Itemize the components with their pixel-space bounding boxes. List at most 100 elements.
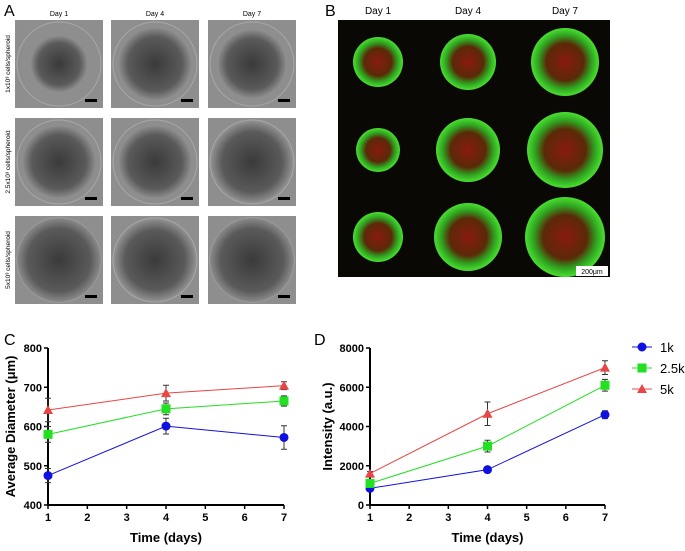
data-point-5k (161, 388, 171, 398)
data-point-5k (365, 468, 375, 478)
column-label-a: Day 4 (146, 11, 164, 18)
data-point-5k (279, 380, 289, 390)
panel-c-label: C (4, 332, 16, 349)
scale-bar (278, 295, 290, 298)
column-label-b: Day 1 (365, 6, 392, 17)
fluorescent-spheroid (434, 203, 502, 271)
data-point-5k (482, 408, 493, 418)
scale-bar (278, 99, 290, 102)
fluorescent-spheroid (525, 197, 605, 277)
x-tick-label: 4 (484, 512, 491, 524)
scale-bar (85, 295, 97, 298)
y-tick-label: 6000 (340, 382, 364, 394)
fluorescent-spheroid (353, 212, 403, 262)
chart-c: 400 500 600 700 800 1 2 3 4 5 6 7 Time (days) Average… (3, 343, 289, 545)
panel-a-micrographs: Day 1 Day 4 Day 7 1x10³ cells/spheroid 2.5x1… (5, 11, 296, 304)
well-outline (112, 21, 198, 107)
data-point-2.5k (600, 380, 610, 390)
spheroid (218, 30, 286, 98)
scale-bar-label: 200μm (581, 269, 603, 276)
legend-label: 2.5k (660, 361, 685, 376)
scale-bar-box (576, 266, 608, 276)
well-outline (209, 119, 295, 205)
spheroid (210, 218, 294, 302)
panel-b-fluorescence: Day 1 Day 4 Day 7 (353, 6, 605, 277)
data-point-1k (161, 421, 171, 431)
well-outline (16, 119, 102, 205)
y-tick-label: 400 (24, 500, 42, 512)
x-tick-label: 5 (524, 512, 530, 524)
y-tick-label: 4000 (340, 422, 364, 434)
x-tick-label: 1 (367, 512, 373, 524)
x-tick-label: 3 (124, 512, 130, 524)
well-outline (16, 21, 102, 107)
spheroid (119, 126, 191, 198)
x-tick-label: 7 (281, 512, 287, 524)
spheroid (119, 28, 191, 100)
scale-bar (278, 197, 290, 200)
scale-bar (181, 295, 193, 298)
x-axis-label: Time (days) (130, 530, 202, 545)
scale-bar (181, 99, 193, 102)
fluorescent-spheroid (356, 128, 400, 172)
data-point-1k (43, 471, 53, 481)
y-tick-label: 800 (24, 343, 42, 355)
scale-bar (85, 197, 97, 200)
fluorescent-spheroid (527, 112, 603, 188)
data-point-2.5k (161, 404, 171, 414)
x-tick-label: 5 (202, 512, 208, 524)
data-point-1k (279, 432, 289, 442)
x-tick-label: 6 (242, 512, 248, 524)
spheroid (17, 218, 101, 302)
fluorescent-spheroid (531, 28, 599, 96)
well-outline (112, 119, 198, 205)
data-point-5k (43, 405, 53, 415)
row-label-a: 1x10³ cells/spheroid (5, 35, 12, 93)
legend-label: 5k (660, 382, 674, 397)
data-point-2.5k (279, 396, 289, 406)
data-point-5k (600, 362, 610, 372)
scale-bar (85, 99, 97, 102)
panel-a-label: A (4, 3, 15, 20)
x-tick-label: 3 (445, 512, 451, 524)
data-point-2.5k (43, 429, 53, 439)
scale-bar (181, 197, 193, 200)
y-tick-label: 8000 (340, 343, 364, 355)
data-point-1k (483, 465, 492, 475)
y-axis-label: Intensity (a.u.) (320, 382, 335, 470)
y-tick-label: 700 (24, 382, 42, 394)
y-tick-label: 2000 (340, 461, 364, 473)
row-label-a: 2.5x10³ cells/spheroid (5, 130, 12, 194)
data-point-1k (600, 410, 610, 420)
x-tick-label: 4 (163, 512, 170, 524)
y-tick-label: 500 (24, 461, 42, 473)
x-axis-label: Time (days) (451, 530, 523, 545)
legend-marker-1k (637, 342, 647, 352)
fluorescent-spheroid (353, 37, 403, 87)
legend-marker-2.5k (637, 363, 647, 373)
spheroid (31, 36, 87, 92)
row-label-a: 5x10³ cells/spheroid (5, 231, 12, 289)
chart-d: 0 2000 4000 6000 8000 1 2 3 4 5 6 7 Time (days) Inten… (320, 340, 685, 545)
data-point-2.5k (365, 478, 375, 488)
y-tick-label: 0 (358, 500, 364, 512)
data-point-2.5k (483, 441, 492, 451)
x-tick-label: 6 (563, 512, 569, 524)
well-outline (209, 21, 295, 107)
legend-label: 1k (660, 340, 674, 355)
legend-marker-5k (637, 384, 647, 393)
fluorescent-spheroid (440, 34, 496, 90)
x-tick-label: 1 (45, 512, 51, 524)
panel-b-label: B (325, 3, 336, 20)
y-tick-label: 600 (24, 422, 42, 434)
x-tick-label: 2 (84, 512, 90, 524)
column-label-b: Day 7 (552, 6, 579, 17)
x-tick-label: 7 (602, 512, 608, 524)
panel-d-label: D (314, 332, 326, 349)
column-label-b: Day 4 (455, 6, 482, 17)
spheroid (115, 220, 195, 300)
y-axis-label: Average Diameter (μm) (3, 356, 18, 498)
well-outline (112, 217, 198, 303)
